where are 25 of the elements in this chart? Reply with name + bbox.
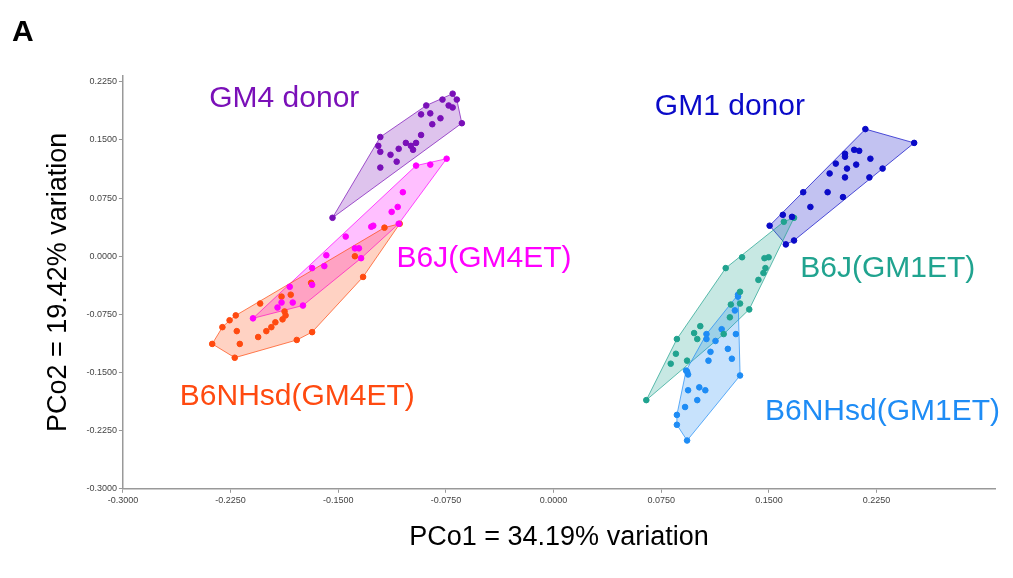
y-tick-label: 0.0000: [89, 250, 117, 261]
x-tick-label: 0.2250: [862, 494, 891, 505]
x-tick-label: -0.3000: [107, 494, 139, 505]
y-tick-label: -0.1500: [86, 367, 117, 377]
x-tick-label: -0.2250: [215, 494, 246, 505]
text: B6J(GM4ET): [396, 240, 572, 274]
text: B6NHsd(GM1ET): [764, 392, 1001, 426]
text: GM1 donor: [654, 87, 805, 121]
text: B6NHsd(GM4ET): [179, 378, 415, 412]
y-tick-label: -0.3000: [86, 483, 117, 494]
y-tick-label: -0.0750: [86, 308, 117, 319]
x-axis-title: PCo1 = 34.19% variation: [409, 521, 709, 552]
x-tick-label: -0.1500: [322, 494, 354, 505]
y-tick-label: 0.1500: [89, 134, 117, 145]
y-axis-title: PCo2 = 19.42% variation: [41, 132, 72, 433]
x-tick-label: 0.0750: [647, 494, 676, 505]
text: A: [12, 14, 34, 48]
y-tick-label: 0.0750: [89, 192, 117, 203]
text: B6J(GM1ET): [800, 249, 976, 283]
x-tick-label: -0.0750: [430, 494, 462, 505]
x-tick-label: 0.0000: [539, 494, 568, 505]
text: GM4 donor: [209, 79, 360, 113]
y-tick-label: 0.2250: [89, 76, 117, 87]
x-tick-label: 0.1500: [755, 494, 783, 505]
y-tick-label: -0.2250: [86, 425, 117, 436]
